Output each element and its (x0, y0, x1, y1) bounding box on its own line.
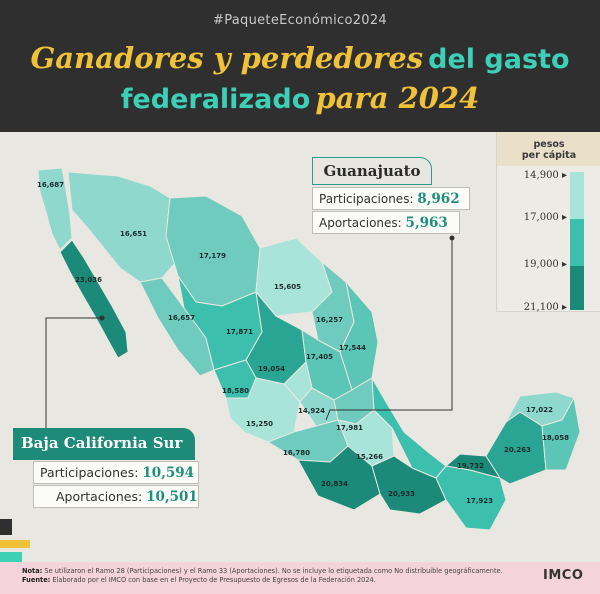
bcs-aportaciones-value: 10,501 (146, 489, 198, 505)
state-jalisco (225, 377, 301, 443)
legend-swatch-high (570, 266, 584, 310)
gto-aportaciones-label: Aportaciones: (319, 216, 402, 230)
value-guerrero: 20,834 (321, 480, 348, 488)
legend-label-3: 19,000 ▸ (523, 259, 567, 270)
footer: Nota: Se utilizaron el Ramo 28 (Particip… (0, 562, 600, 594)
value-nayarit: 18,580 (222, 387, 249, 395)
value-coahuila: 15,605 (274, 283, 301, 291)
legend-title-line-1: pesos (533, 139, 565, 150)
gto-callout-dot (449, 235, 455, 241)
footer-notes: Nota: Se utilizaron el Ramo 28 (Particip… (22, 567, 532, 585)
title-line-1: Ganadores y perdedores del gasto (0, 40, 600, 81)
value-mexico: 15,266 (356, 453, 383, 461)
title-part-3: federalizado (120, 84, 311, 115)
hashtag: #PaqueteEconómico2024 (213, 13, 387, 28)
title-part-4: para 2024 (315, 81, 480, 115)
title-line-2: federalizado para 2024 (0, 80, 600, 121)
value-tabasco: 20,263 (504, 446, 531, 454)
legend-swatch-low (570, 172, 584, 219)
bcs-participaciones-label: Participaciones: (40, 465, 139, 480)
bcs-callout-dot (99, 315, 105, 321)
value-chiapas: 17,923 (466, 497, 493, 505)
guanajuato-participaciones-row: Participaciones: 8,962 (312, 187, 470, 210)
state-baja-california (37, 167, 73, 251)
value-tamaulipas: 17,544 (339, 344, 366, 352)
gto-participaciones-value: 8,962 (417, 191, 460, 207)
decor-yellow-bar (0, 540, 30, 548)
value-aguascalientes: 14,924 (298, 407, 325, 415)
bcs-participaciones-row: Participaciones: 10,594 (33, 461, 199, 484)
value-slp: 17,405 (306, 353, 333, 361)
fuente-label: Fuente: (22, 576, 51, 584)
header-banner: #PaqueteEconómico2024 Ganadores y perded… (0, 0, 600, 132)
value-sonora: 16,651 (120, 230, 147, 238)
value-bcs: 23,036 (75, 276, 102, 284)
gto-aportaciones-value: 5,963 (405, 215, 448, 231)
value-chihuahua: 17,179 (199, 252, 226, 260)
value-oaxaca: 20,933 (388, 490, 415, 498)
bcs-title: Baja California Sur (13, 428, 195, 460)
bcs-participaciones-value: 10,594 (142, 465, 195, 481)
legend-label-4: 21,100 ▸ (523, 302, 567, 313)
nota-label: Nota: (22, 567, 43, 575)
legend-swatch-mid (570, 219, 584, 266)
bcs-aportaciones-label: Aportaciones: (56, 489, 143, 504)
mexico-map: 16,687 16,651 23,036 17,179 15,605 16,25… (37, 167, 581, 531)
state-baja-california-sur (59, 239, 129, 359)
nota-line: Nota: Se utilizaron el Ramo 28 (Particip… (22, 567, 532, 576)
nota-text: Se utilizaron el Ramo 28 (Participacione… (44, 567, 503, 575)
value-sinaloa: 16,657 (168, 314, 195, 322)
value-campeche: 18,058 (542, 434, 569, 442)
gto-participaciones-label: Participaciones: (319, 192, 414, 206)
title-part-2: del gasto (428, 44, 570, 75)
color-legend: pesos per cápita 14,900 ▸ 17,000 ▸ 19,00… (496, 132, 600, 313)
legend-label-2: 17,000 ▸ (523, 212, 567, 223)
state-quintana-roo (541, 397, 581, 471)
value-yucatan: 17,022 (526, 406, 553, 414)
value-veracruz: 19,732 (457, 462, 484, 470)
gto-callout-line (325, 238, 453, 421)
value-michoacan: 16,780 (283, 449, 310, 457)
title-part-1: Ganadores y perdedores (30, 41, 424, 75)
bcs-aportaciones-row: Aportaciones: 10,501 (33, 485, 199, 508)
value-nuevo-leon: 16,257 (316, 316, 343, 324)
bcs-callout-line (45, 317, 102, 432)
value-guanajuato: 17,981 (336, 424, 363, 432)
legend-label-1: 14,900 ▸ (523, 170, 567, 181)
legend-title: pesos per cápita (497, 132, 600, 166)
value-baja-california: 16,687 (37, 181, 64, 189)
guanajuato-aportaciones-row: Aportaciones: 5,963 (312, 211, 460, 234)
value-jalisco: 15,250 (246, 420, 273, 428)
fuente-text: Elaborado por el IMCO con base en el Pro… (52, 576, 376, 584)
decor-teal-bar (0, 552, 22, 562)
legend-title-line-2: per cápita (521, 150, 577, 161)
fuente-line: Fuente: Elaborado por el IMCO con base e… (22, 576, 532, 585)
value-zacatecas: 19,054 (258, 365, 285, 373)
imco-logo: IMCO (543, 568, 584, 583)
value-durango: 17,871 (226, 328, 253, 336)
guanajuato-title: Guanajuato (312, 157, 432, 185)
decor-dark-block (0, 519, 12, 535)
